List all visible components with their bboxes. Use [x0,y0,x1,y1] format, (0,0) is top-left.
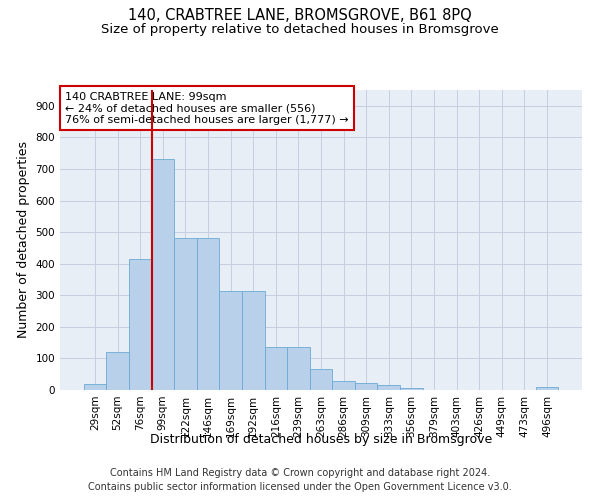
Bar [332,381,355,390]
Text: 140, CRABTREE LANE, BROMSGROVE, B61 8PQ: 140, CRABTREE LANE, BROMSGROVE, B61 8PQ [128,8,472,22]
Bar [106,352,129,390]
Bar [84,384,106,390]
Text: 140 CRABTREE LANE: 99sqm
← 24% of detached houses are smaller (556)
76% of semi-: 140 CRABTREE LANE: 99sqm ← 24% of detach… [65,92,349,124]
Bar [400,388,422,390]
Bar [220,290,242,390]
Bar [129,259,152,390]
Bar [287,348,310,390]
Bar [536,388,558,390]
Bar [197,238,220,390]
Bar [174,238,197,390]
Text: Size of property relative to detached houses in Bromsgrove: Size of property relative to detached ho… [101,22,499,36]
Text: Contains public sector information licensed under the Open Government Licence v3: Contains public sector information licen… [88,482,512,492]
Bar [377,386,400,390]
Y-axis label: Number of detached properties: Number of detached properties [17,142,30,338]
Bar [152,160,174,390]
Text: Distribution of detached houses by size in Bromsgrove: Distribution of detached houses by size … [150,432,492,446]
Text: Contains HM Land Registry data © Crown copyright and database right 2024.: Contains HM Land Registry data © Crown c… [110,468,490,477]
Bar [242,290,265,390]
Bar [265,348,287,390]
Bar [310,370,332,390]
Bar [355,383,377,390]
